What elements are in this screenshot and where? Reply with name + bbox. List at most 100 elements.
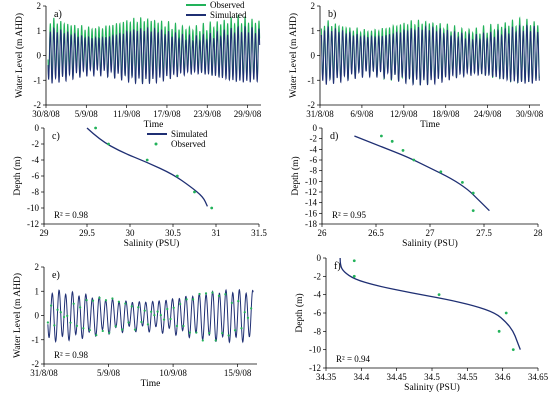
- observed-point: [133, 328, 137, 331]
- observed-point: [95, 333, 98, 337]
- observed-point: [66, 314, 69, 317]
- y-tick-label: -6: [314, 308, 322, 318]
- y-tick-label: -10: [27, 203, 39, 213]
- x-tick-label: 26: [318, 228, 328, 238]
- observed-point: [352, 274, 356, 278]
- observed-point: [198, 292, 201, 296]
- x-axis-label: Time: [144, 120, 164, 130]
- observed-point: [210, 206, 214, 210]
- x-tick-label: 10/9/08: [159, 368, 187, 378]
- observed-point: [172, 306, 175, 309]
- y-tick-label: -2: [32, 139, 40, 149]
- observed-point: [471, 209, 475, 213]
- y-tick-label: -16: [305, 208, 317, 218]
- observed-point: [511, 348, 515, 352]
- x-tick-label: 29.5: [79, 228, 95, 238]
- panel-label: a): [54, 9, 62, 20]
- panel-label: c): [52, 131, 60, 142]
- observed-point: [111, 297, 114, 300]
- observed-point: [497, 329, 501, 333]
- observed-point: [153, 314, 156, 317]
- panel-label: d): [330, 131, 338, 142]
- y-tick-label: 0: [35, 311, 40, 321]
- observed-point: [412, 158, 416, 162]
- observed-point: [101, 329, 104, 333]
- x-tick-label: 34.55: [457, 372, 478, 382]
- y-tick-label: 0: [35, 123, 40, 133]
- x-axis-label: Time: [141, 379, 161, 389]
- observed-point: [439, 170, 443, 174]
- y-tick-label: -1: [34, 75, 42, 85]
- observed-point: [230, 301, 233, 305]
- observed-point: [124, 302, 127, 305]
- r-squared-label: R² = 0.94: [336, 354, 371, 364]
- legend-label: Observed: [171, 139, 206, 149]
- observed-point: [224, 293, 227, 296]
- observed-point: [104, 299, 108, 302]
- y-tick-label: 1: [37, 26, 42, 36]
- observed-point: [130, 305, 133, 308]
- x-tick-label: 30.5: [165, 228, 181, 238]
- x-tick-label: 31: [212, 228, 221, 238]
- series-line-simulated: [320, 24, 540, 86]
- observed-point: [211, 291, 214, 294]
- x-tick-label: 26.5: [368, 228, 384, 238]
- y-tick-label: 2: [37, 1, 42, 11]
- y-axis-label: Depth (m): [294, 293, 305, 332]
- series-line-simulated: [47, 25, 261, 85]
- panel-e: -2 -1 0 1 2 31/8/08 5/9/08 10/9/08 15/9/08 Time Wa…: [12, 262, 257, 389]
- observed-point: [185, 298, 188, 301]
- observed-point: [162, 318, 166, 321]
- legend-label: Simulated: [210, 10, 247, 20]
- observed-point: [79, 306, 82, 309]
- x-tick-label: 18/9/08: [432, 109, 460, 119]
- y-axis-label: Depth (m): [12, 156, 23, 195]
- observed-point: [471, 191, 475, 195]
- x-tick-label: 12/9/08: [390, 109, 418, 119]
- y-tick-label: -10: [305, 176, 317, 186]
- x-tick-label: 34.35: [316, 372, 337, 382]
- observed-point: [233, 329, 237, 332]
- y-tick-label: -8: [314, 326, 322, 336]
- observed-point: [91, 299, 95, 302]
- observed-point: [217, 294, 221, 297]
- x-tick-label: 31.5: [251, 228, 267, 238]
- y-axis-label: Water Level (m AHD): [288, 13, 299, 98]
- observed-point: [143, 309, 146, 312]
- x-tick-label: 23/9/08: [193, 109, 221, 119]
- series-line-simulated: [339, 257, 521, 350]
- observed-point: [150, 310, 153, 313]
- observed-point: [107, 142, 110, 146]
- observed-point: [50, 304, 53, 307]
- panel-label: e): [52, 270, 60, 281]
- observed-point: [121, 328, 124, 331]
- y-tick-label: 0: [37, 51, 42, 61]
- legend-label: Simulated: [171, 129, 208, 139]
- y-tick-label: -4: [314, 290, 322, 300]
- r-squared-label: R² = 0.98: [54, 210, 89, 220]
- y-tick-label: -2: [314, 271, 322, 281]
- y-tick-label: -10: [309, 345, 321, 355]
- observed-point: [227, 334, 230, 337]
- panel-label: b): [328, 9, 336, 20]
- y-tick-label: -12: [309, 363, 321, 373]
- x-tick-label: 31/8/08: [30, 368, 58, 378]
- x-tick-label: 34.5: [424, 372, 440, 382]
- y-tick-label: -4: [310, 144, 318, 154]
- observed-point: [117, 300, 120, 303]
- observed-point: [169, 317, 172, 321]
- observed-point: [85, 299, 88, 302]
- y-axis-label: Depth (m): [290, 156, 301, 195]
- x-axis-label: Salinity (PSU): [404, 382, 460, 393]
- y-axis-label: Water Level (m AHD): [14, 13, 25, 98]
- observed-point: [75, 324, 79, 327]
- y-tick-label: 1: [311, 26, 316, 36]
- panel-b: -2 -1 0 1 2 31/8/08 6/9/08 12/9/08 18/9/08 24/9/0…: [288, 1, 544, 130]
- observed-point: [240, 327, 243, 330]
- observed-point: [192, 298, 195, 301]
- y-tick-label: -4: [32, 155, 40, 165]
- y-tick-label: -14: [305, 198, 317, 208]
- legend-label: Observed: [210, 0, 245, 10]
